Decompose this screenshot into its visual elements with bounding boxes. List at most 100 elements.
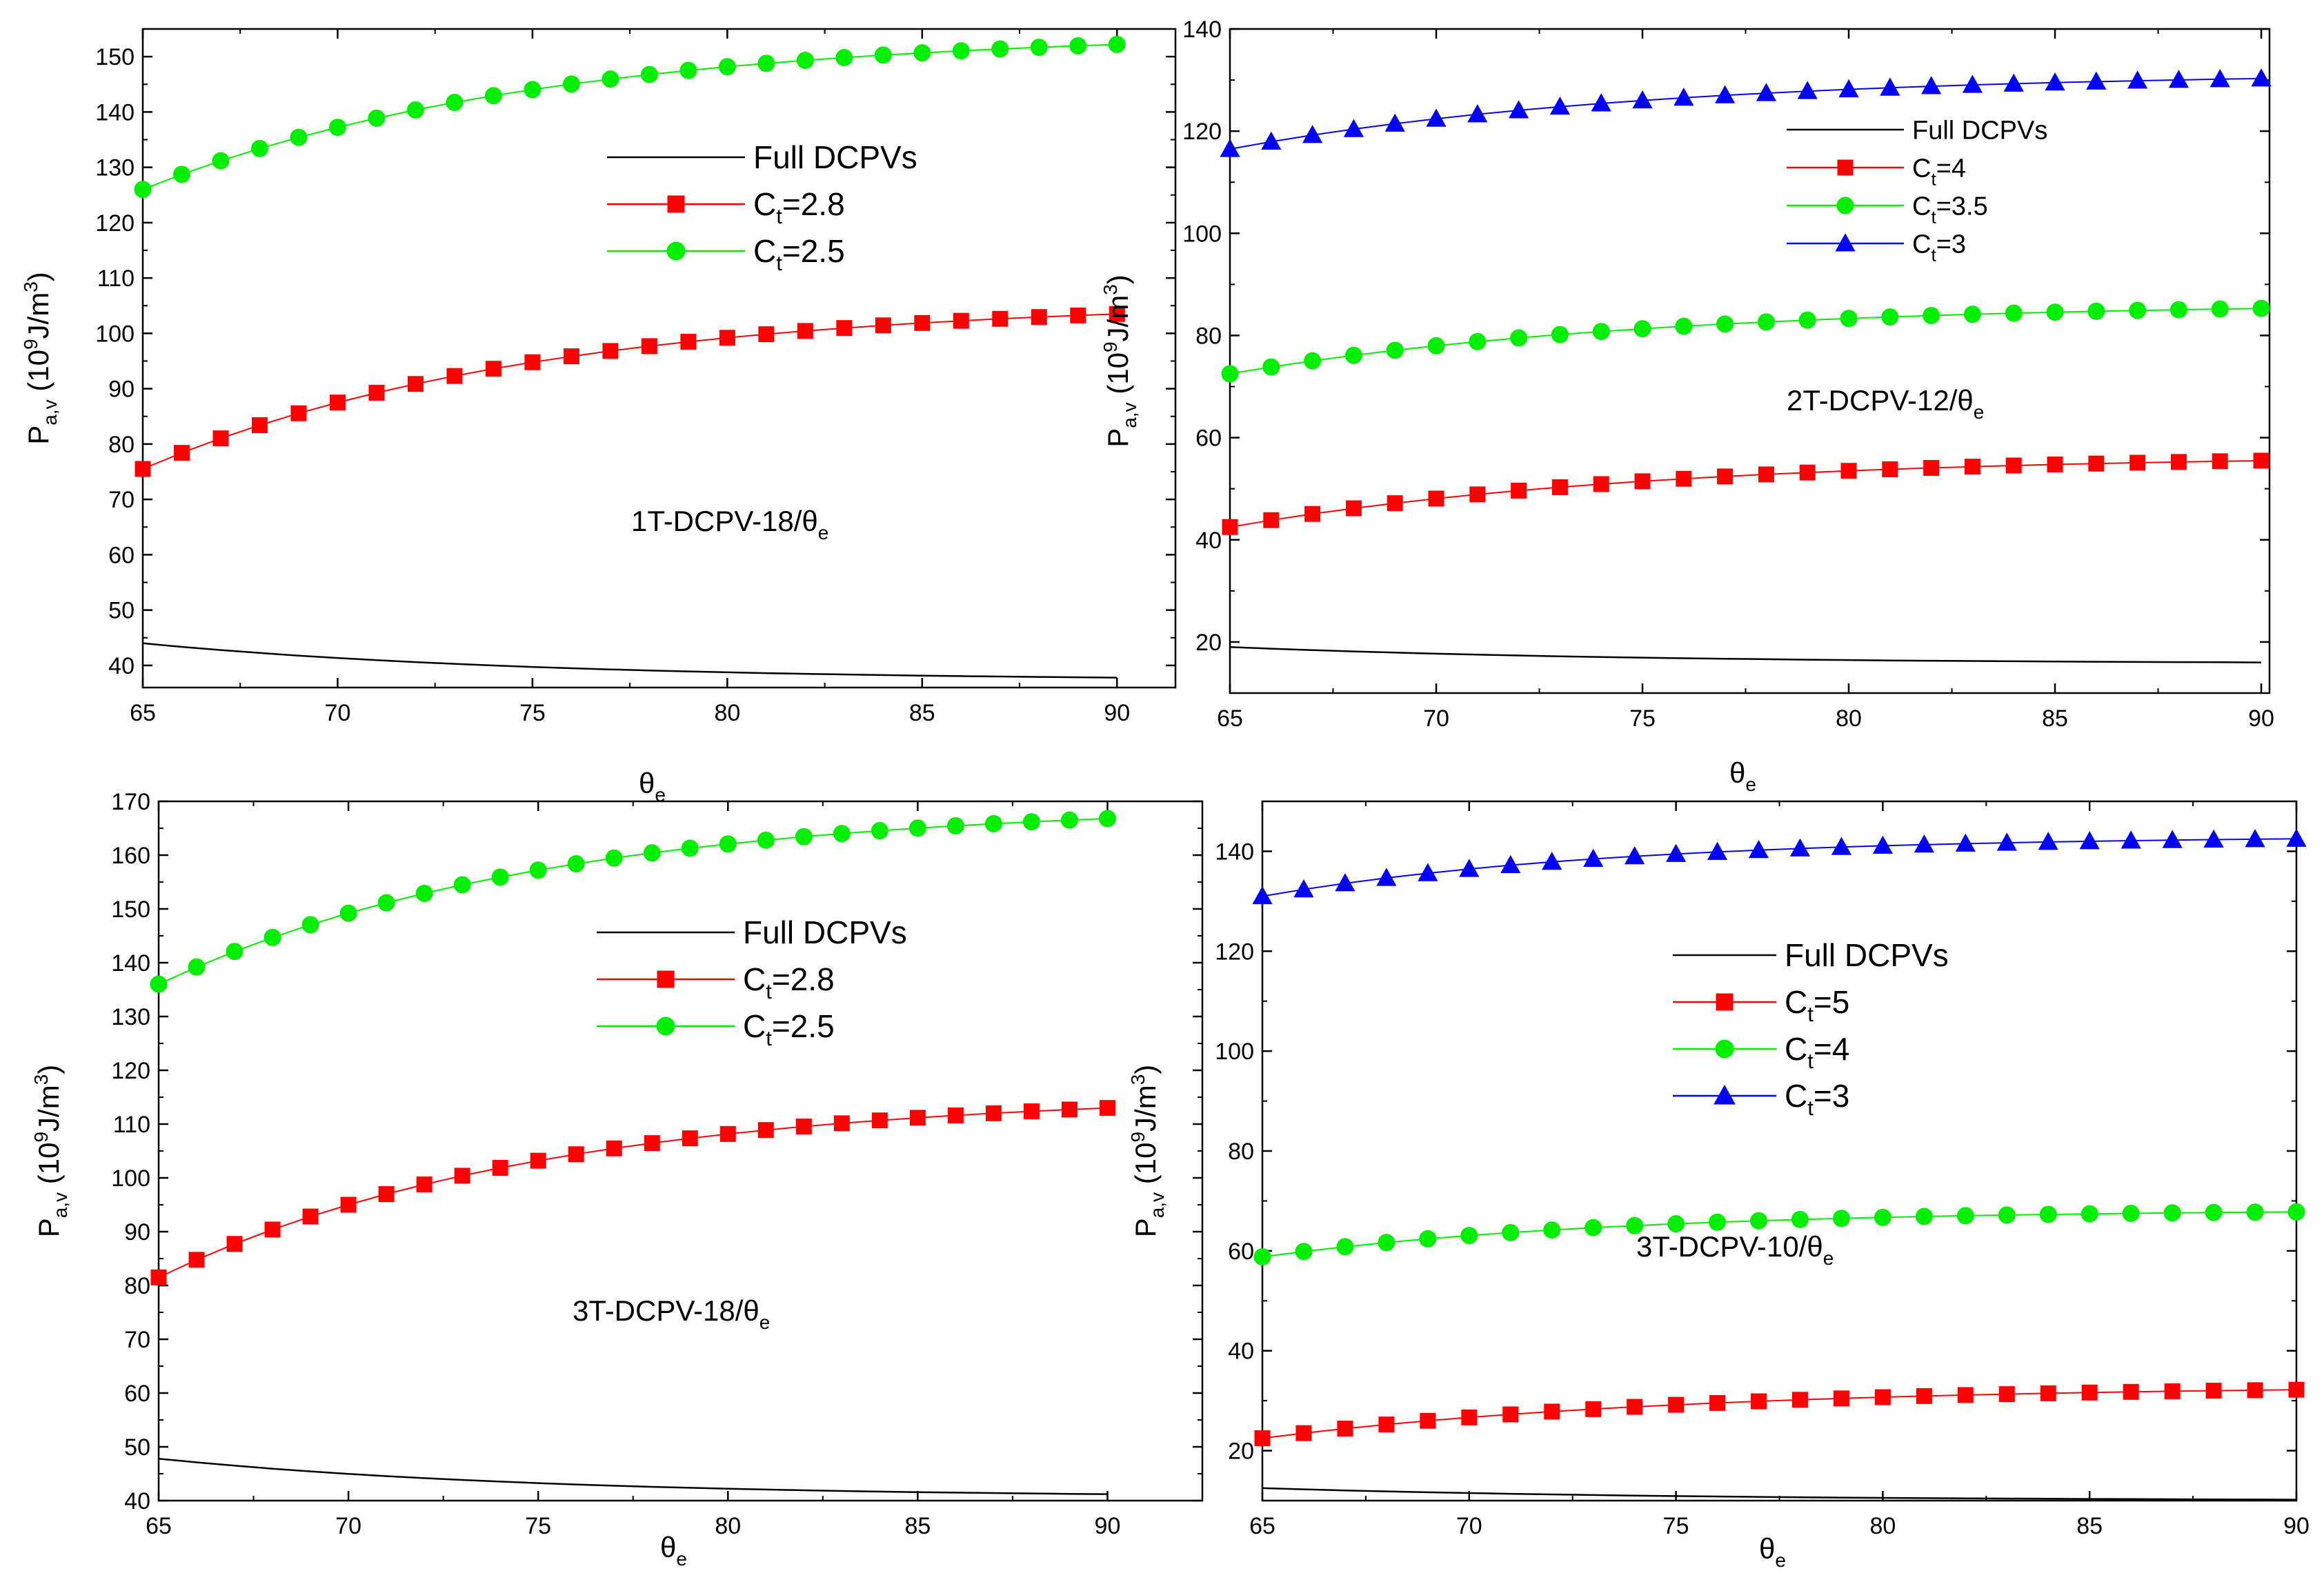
data-point bbox=[2209, 69, 2230, 88]
y-tick-label: 90 bbox=[124, 1219, 150, 1245]
data-point bbox=[1963, 306, 1981, 323]
data-point bbox=[1797, 81, 1818, 99]
data-point bbox=[1511, 482, 1527, 499]
data-point bbox=[446, 94, 464, 112]
data-point bbox=[1295, 1243, 1313, 1261]
data-point bbox=[1302, 125, 1323, 143]
y-tick-label: 120 bbox=[111, 1058, 150, 1084]
data-point bbox=[1378, 1416, 1395, 1433]
x-tick-label: 90 bbox=[2283, 1513, 2310, 1539]
data-point bbox=[251, 417, 268, 434]
data-point bbox=[1832, 1210, 1850, 1228]
data-point bbox=[568, 1146, 584, 1163]
x-tick-label: 80 bbox=[1836, 705, 1862, 732]
series-line bbox=[1229, 308, 2262, 374]
plot-frame bbox=[141, 28, 1177, 689]
data-point bbox=[150, 1269, 167, 1285]
series-full-dcpvs bbox=[1262, 1487, 2297, 1501]
x-tick-label: 65 bbox=[1249, 1513, 1275, 1539]
chart-panel-1T-DCPV-18: 65 70 75 80 85 90 40 50 60 70 80 90 100 110 120 130 140 1… bbox=[20, 28, 1177, 805]
data-point bbox=[1378, 1234, 1396, 1252]
data-point bbox=[641, 338, 657, 354]
data-point bbox=[1426, 108, 1447, 127]
data-point bbox=[1915, 1208, 1933, 1225]
x-axis-label: θe bbox=[660, 1531, 687, 1570]
data-point bbox=[301, 916, 319, 934]
chart-annotation: 3T-DCPV-10/θe bbox=[1636, 1230, 1834, 1269]
legend-label: Ct=4 bbox=[1785, 1031, 1849, 1073]
data-point bbox=[212, 152, 230, 170]
data-point bbox=[1633, 320, 1651, 338]
data-point bbox=[1585, 1219, 1602, 1236]
data-point bbox=[1957, 1387, 1974, 1403]
y-tick-label: 50 bbox=[124, 1434, 150, 1461]
plot-frame bbox=[157, 800, 1204, 1502]
data-point bbox=[1387, 495, 1403, 512]
legend-marker bbox=[656, 1017, 675, 1036]
x-tick-label: 70 bbox=[325, 700, 351, 726]
y-tick-label: 80 bbox=[1195, 323, 1222, 349]
data-point bbox=[484, 87, 502, 105]
y-tick-label: 40 bbox=[124, 1488, 150, 1514]
y-tick-label: 100 bbox=[1215, 1039, 1254, 1065]
data-point bbox=[1585, 1401, 1602, 1417]
data-point bbox=[339, 904, 357, 922]
data-point bbox=[1022, 813, 1040, 831]
x-tick-label: 75 bbox=[1663, 1513, 1689, 1539]
data-point bbox=[530, 1152, 546, 1169]
y-tick-label: 110 bbox=[97, 266, 135, 292]
y-axis-label: Pa,v (109J/m3) bbox=[20, 272, 61, 445]
legend-marker bbox=[1835, 233, 1856, 252]
data-point bbox=[250, 139, 268, 157]
data-point bbox=[606, 1140, 622, 1157]
data-point bbox=[1914, 834, 1934, 853]
data-point bbox=[1109, 306, 1125, 322]
series-line bbox=[158, 818, 1108, 985]
data-point bbox=[378, 1186, 395, 1203]
data-point bbox=[1881, 308, 1899, 326]
data-point bbox=[1502, 1406, 1519, 1423]
y-axis-label: Pa,v (109J/m3) bbox=[1127, 1065, 1168, 1238]
data-point bbox=[681, 839, 699, 857]
data-point bbox=[2079, 831, 2100, 850]
series-ct-4 bbox=[1222, 452, 2270, 535]
legend-marker bbox=[1836, 197, 1854, 214]
y-tick-label: 150 bbox=[95, 44, 135, 70]
legend-marker bbox=[657, 970, 675, 988]
data-point bbox=[719, 1125, 736, 1142]
data-point bbox=[529, 861, 547, 879]
legend-label: Ct=3.5 bbox=[1912, 192, 1988, 227]
data-point bbox=[1675, 317, 1693, 335]
series-full-dcpvs bbox=[158, 1457, 1108, 1495]
x-tick-label: 85 bbox=[909, 700, 935, 726]
legend-marker bbox=[1714, 1084, 1736, 1105]
x-tick-label: 65 bbox=[130, 700, 156, 726]
series-line bbox=[1262, 838, 2297, 897]
data-point bbox=[1261, 131, 1282, 150]
series-line bbox=[142, 642, 1118, 679]
data-point bbox=[1923, 307, 1940, 325]
data-point bbox=[172, 166, 190, 183]
legend-label: Ct=4 bbox=[1912, 154, 1966, 189]
data-point bbox=[1427, 337, 1445, 354]
series-line bbox=[1229, 646, 2262, 663]
data-point bbox=[1626, 1216, 1644, 1234]
data-point bbox=[719, 835, 737, 853]
data-point bbox=[2251, 68, 2272, 87]
data-point bbox=[1676, 470, 1692, 487]
legend-marker bbox=[1716, 993, 1734, 1011]
data-point bbox=[1343, 119, 1364, 137]
data-point bbox=[874, 46, 892, 64]
data-point bbox=[173, 445, 190, 461]
y-axis-label: Pa,v (109J/m3) bbox=[30, 1065, 71, 1238]
data-point bbox=[1921, 76, 1942, 94]
data-point bbox=[453, 876, 471, 894]
data-point bbox=[188, 958, 206, 976]
y-tick-label: 100 bbox=[1182, 221, 1222, 247]
data-point bbox=[1872, 835, 1893, 854]
data-point bbox=[836, 320, 853, 337]
data-point bbox=[290, 405, 307, 421]
data-point bbox=[1880, 77, 1900, 96]
data-point bbox=[328, 119, 346, 137]
data-point bbox=[446, 368, 463, 384]
